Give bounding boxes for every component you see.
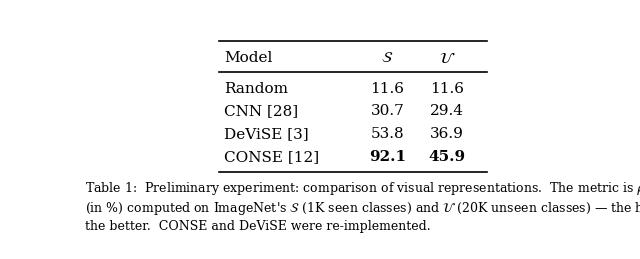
Text: (in %) computed on ImageNet's $\mathcal{S}$ (1K seen classes) and $\mathcal{U}$ : (in %) computed on ImageNet's $\mathcal{… — [85, 200, 640, 217]
Text: 11.6: 11.6 — [371, 82, 404, 96]
Text: 53.8: 53.8 — [371, 127, 404, 141]
Text: 36.9: 36.9 — [430, 127, 464, 141]
Text: 29.4: 29.4 — [430, 104, 464, 118]
Text: Model: Model — [224, 51, 272, 65]
Text: 92.1: 92.1 — [369, 150, 406, 164]
Text: DeViSE [3]: DeViSE [3] — [224, 127, 308, 141]
Text: CNN [28]: CNN [28] — [224, 104, 298, 118]
Text: CONSE [12]: CONSE [12] — [224, 150, 319, 164]
Text: Random: Random — [224, 82, 288, 96]
Text: $\mathcal{U}$: $\mathcal{U}$ — [439, 51, 455, 66]
Text: Table 1:  Preliminary experiment: comparison of visual representations.  The met: Table 1: Preliminary experiment: compari… — [85, 180, 640, 197]
Text: the better.  CONSE and DeViSE were re-implemented.: the better. CONSE and DeViSE were re-imp… — [85, 220, 431, 233]
Text: 11.6: 11.6 — [430, 82, 464, 96]
Text: 45.9: 45.9 — [428, 150, 466, 164]
Text: $\mathcal{S}$: $\mathcal{S}$ — [381, 51, 394, 65]
Text: 30.7: 30.7 — [371, 104, 404, 118]
